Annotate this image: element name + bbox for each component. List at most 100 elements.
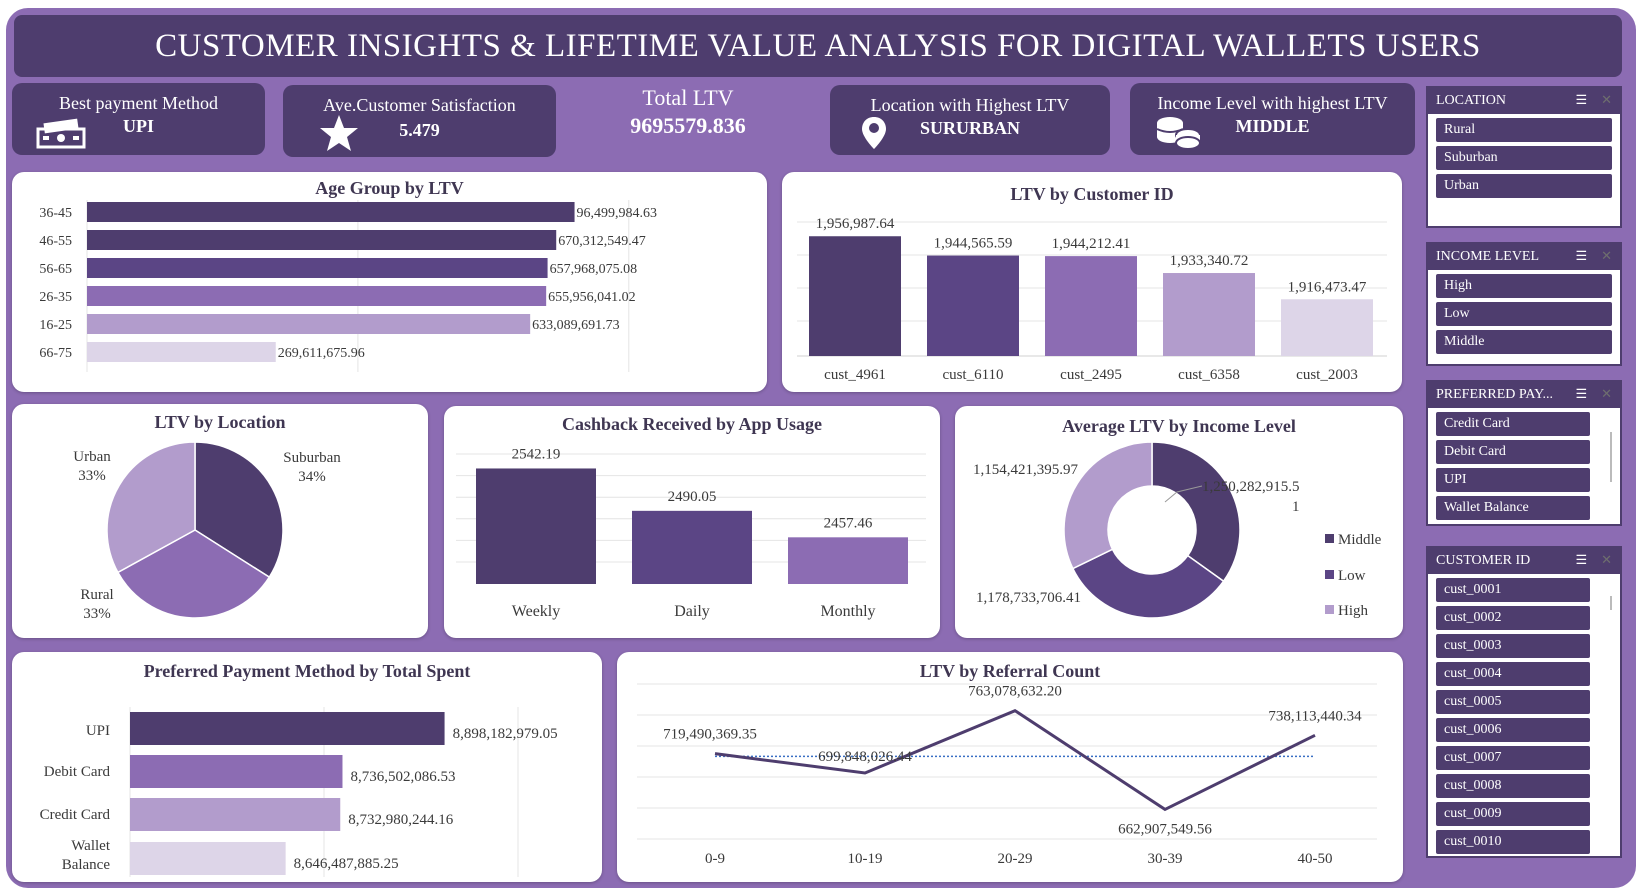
slicer-scrollbar[interactable] bbox=[1610, 432, 1612, 482]
cashback-tick-label: Monthly bbox=[820, 603, 875, 620]
age-bar bbox=[87, 230, 557, 250]
slicer-item[interactable]: cust_0003 bbox=[1436, 634, 1590, 658]
kpi-income: Income Level with highest LTV MIDDLE bbox=[1130, 83, 1415, 155]
multi-select-icon[interactable]: ☰ bbox=[1575, 248, 1588, 263]
slicer-item[interactable]: cust_0004 bbox=[1436, 662, 1590, 686]
money-icon bbox=[36, 118, 86, 149]
payment-tick-label: Credit Card bbox=[40, 807, 111, 823]
age-tick-label: 46-55 bbox=[39, 234, 72, 249]
cashback-bar bbox=[632, 510, 752, 584]
slicer-item[interactable]: High bbox=[1436, 274, 1612, 298]
customer-id-panel: LTV by Customer ID 1,956,987.64 cust_4961… bbox=[782, 172, 1402, 392]
income-legend-swatch bbox=[1325, 534, 1334, 543]
customer-tick-label: cust_6110 bbox=[942, 367, 1003, 383]
income-slice bbox=[1151, 441, 1241, 583]
slicer-item[interactable]: cust_0001 bbox=[1436, 578, 1590, 602]
income-panel: Average LTV by Income Level 1,250,282,91… bbox=[955, 406, 1403, 638]
slicer-item[interactable]: cust_0006 bbox=[1436, 718, 1590, 742]
slicer-item[interactable]: Middle bbox=[1436, 330, 1612, 354]
kpi-best-payment: Best payment Method UPI bbox=[12, 83, 265, 155]
income-slice bbox=[1063, 441, 1153, 570]
age-data-label: 269,611,675.96 bbox=[278, 346, 365, 361]
clear-filter-icon[interactable]: ✕ bbox=[1601, 386, 1612, 401]
age-tick-label: 16-25 bbox=[39, 318, 72, 333]
cashback-tick-label: Weekly bbox=[512, 603, 560, 620]
slicer-item[interactable]: cust_0010 bbox=[1436, 830, 1590, 854]
slicer-item[interactable]: Wallet Balance bbox=[1436, 496, 1590, 520]
kpi-satisfaction-value: 5.479 bbox=[399, 120, 440, 140]
customer-bar bbox=[1045, 256, 1137, 356]
age-data-label: 657,968,075.08 bbox=[550, 262, 638, 277]
kpi-total-ltv-label: Total LTV bbox=[642, 85, 734, 110]
star-icon bbox=[320, 115, 358, 151]
slicer-scrollbar[interactable] bbox=[1610, 596, 1612, 610]
slicer-income-header: INCOME LEVEL ☰ ✕ bbox=[1428, 244, 1620, 270]
cashback-data-label: 2457.46 bbox=[824, 515, 873, 531]
coins-icon bbox=[1156, 117, 1201, 150]
age-data-label: 655,956,041.02 bbox=[548, 290, 636, 305]
customer-data-label: 1,944,565.59 bbox=[934, 236, 1013, 252]
payment-bar bbox=[130, 798, 341, 831]
payment-bar bbox=[130, 712, 445, 745]
referral-title: LTV by Referral Count bbox=[919, 661, 1101, 681]
payment-chart: 8,898,182,979.05 8,736,502,086.53 8,732,98… bbox=[40, 707, 558, 877]
payment-title: Preferred Payment Method by Total Spent bbox=[143, 661, 471, 681]
referral-tick-label: 40-50 bbox=[1298, 851, 1333, 867]
referral-chart: 719,490,369.35 0-9 699,848,026.44 10-19 763,… bbox=[637, 683, 1377, 867]
customer-tick-label: cust_2003 bbox=[1296, 367, 1358, 383]
slicer-item[interactable]: cust_0007 bbox=[1436, 746, 1590, 770]
slicer-income-title: INCOME LEVEL bbox=[1436, 249, 1540, 264]
slicer-item[interactable]: cust_0005 bbox=[1436, 690, 1590, 714]
payment-data-label: 8,732,980,244.16 bbox=[348, 812, 454, 828]
kpi-location-label: Location with Highest LTV bbox=[870, 95, 1070, 115]
age-data-label: 633,089,691.73 bbox=[532, 318, 620, 333]
slicer-item[interactable]: Debit Card bbox=[1436, 440, 1590, 464]
payment-data-label: 8,646,487,885.25 bbox=[294, 856, 399, 872]
clear-filter-icon[interactable]: ✕ bbox=[1601, 552, 1612, 567]
income-data-label: 1,250,282,915.5 bbox=[1202, 479, 1300, 495]
slicer-item[interactable]: UPI bbox=[1436, 468, 1590, 492]
customer-tick-label: cust_2495 bbox=[1060, 367, 1122, 383]
age-tick-label: 66-75 bbox=[39, 346, 72, 361]
customer-bar bbox=[1163, 273, 1255, 356]
clear-filter-icon[interactable]: ✕ bbox=[1601, 248, 1612, 263]
slicer-item[interactable]: cust_0008 bbox=[1436, 774, 1590, 798]
payment-tick-label: UPI bbox=[86, 723, 110, 739]
slicer-item[interactable]: Low bbox=[1436, 302, 1612, 326]
referral-data-label: 738,113,440.34 bbox=[1268, 708, 1362, 724]
location-category-label: Rural bbox=[80, 587, 113, 603]
location-category-label: Suburban bbox=[283, 450, 341, 466]
slicer-item[interactable]: cust_0009 bbox=[1436, 802, 1590, 826]
referral-tick-label: 30-39 bbox=[1148, 851, 1183, 867]
kpi-total-ltv-value: 9695579.836 bbox=[630, 113, 746, 138]
slicer-item[interactable]: Rural bbox=[1436, 118, 1612, 142]
location-percent-label: 33% bbox=[83, 606, 111, 622]
payment-tick-label: Balance bbox=[62, 857, 111, 873]
customer-tick-label: cust_4961 bbox=[824, 367, 886, 383]
multi-select-icon[interactable]: ☰ bbox=[1575, 552, 1588, 567]
customer-bar bbox=[809, 236, 901, 356]
slicer-item[interactable]: Urban bbox=[1436, 174, 1612, 198]
slicer-customer-title: CUSTOMER ID bbox=[1436, 553, 1531, 568]
payment-tick-label: Wallet bbox=[71, 838, 111, 854]
slicer-item[interactable]: Credit Card bbox=[1436, 412, 1590, 436]
referral-data-label: 662,907,549.56 bbox=[1118, 821, 1212, 837]
referral-tick-label: 0-9 bbox=[705, 851, 725, 867]
payment-bar bbox=[130, 755, 343, 788]
customer-id-title: LTV by Customer ID bbox=[1010, 184, 1174, 204]
location-percent-label: 34% bbox=[298, 469, 326, 485]
kpi-income-value: MIDDLE bbox=[1235, 116, 1310, 136]
customer-bar bbox=[927, 255, 1019, 356]
age-bar bbox=[87, 314, 531, 334]
age-bar bbox=[87, 342, 276, 362]
slicer-payment-header: PREFERRED PAY... ☰ ✕ bbox=[1428, 382, 1620, 408]
multi-select-icon[interactable]: ☰ bbox=[1575, 386, 1588, 401]
referral-tick-label: 10-19 bbox=[848, 851, 883, 867]
slicer-item[interactable]: cust_0002 bbox=[1436, 606, 1590, 630]
kpi-satisfaction-label: Ave.Customer Satisfaction bbox=[323, 95, 516, 115]
slicer-item[interactable]: Suburban bbox=[1436, 146, 1612, 170]
referral-data-label: 719,490,369.35 bbox=[663, 727, 757, 743]
multi-select-icon[interactable]: ☰ bbox=[1575, 92, 1588, 107]
clear-filter-icon[interactable]: ✕ bbox=[1601, 92, 1612, 107]
slicer-location: LOCATION ☰ ✕ Rural Suburban Urban bbox=[1426, 86, 1622, 228]
